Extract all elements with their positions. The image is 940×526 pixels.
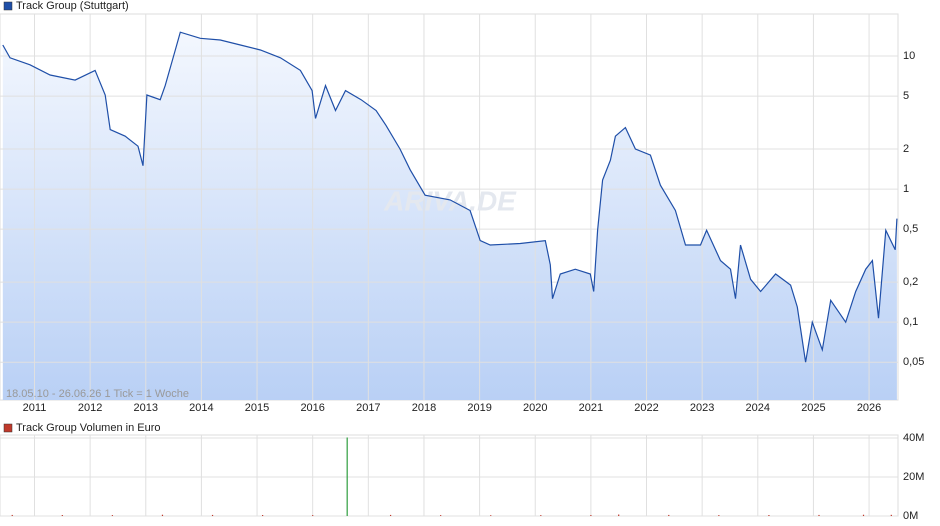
volume-bar xyxy=(768,515,770,516)
volume-bar xyxy=(11,514,13,516)
x-tick-label: 2022 xyxy=(634,402,658,414)
y-tick-label: 0,5 xyxy=(903,223,918,235)
volume-bar xyxy=(718,515,720,516)
legend-label: Track Group Volumen in Euro xyxy=(16,422,161,434)
plot-area xyxy=(0,434,899,517)
volume-bar xyxy=(818,514,820,516)
y-tick-label: 40M xyxy=(903,432,924,444)
y-tick-label: 0,05 xyxy=(903,356,924,368)
x-tick-label: 2021 xyxy=(579,402,603,414)
y-tick-label: 5 xyxy=(903,90,909,102)
y-tick-label: 2 xyxy=(903,143,909,155)
legend-swatch xyxy=(3,1,13,11)
y-tick-label: 1 xyxy=(903,183,909,195)
x-tick-label: 2012 xyxy=(78,402,102,414)
volume-bar xyxy=(312,515,314,516)
y-tick-label: 0M xyxy=(903,510,918,522)
x-tick-label: 2018 xyxy=(412,402,436,414)
price-line xyxy=(2,31,898,363)
y-tick-label: 0,1 xyxy=(903,316,918,328)
x-tick-label: 2024 xyxy=(746,402,770,414)
volume-bar xyxy=(262,515,264,516)
volume-bar xyxy=(61,515,63,516)
x-tick-label: 2020 xyxy=(523,402,547,414)
volume-bar xyxy=(111,515,113,516)
legend-label: Track Group (Stuttgart) xyxy=(16,0,129,12)
x-tick-label: 2019 xyxy=(467,402,491,414)
volume-bar xyxy=(540,515,542,516)
volume-bar xyxy=(618,514,620,516)
y-tick-label: 10 xyxy=(903,50,915,62)
volume-bar xyxy=(668,514,670,516)
volume-bar xyxy=(346,437,348,516)
volume-bar xyxy=(590,515,592,516)
x-tick-label: 2023 xyxy=(690,402,714,414)
volume-bar xyxy=(862,514,865,516)
y-tick-label: 0,2 xyxy=(903,276,918,288)
x-tick-label: 2014 xyxy=(189,402,213,414)
x-tick-label: 2011 xyxy=(23,402,47,414)
x-tick-label: 2025 xyxy=(801,402,825,414)
x-tick-label: 2015 xyxy=(245,402,269,414)
volume-bar xyxy=(490,515,492,516)
volume-bar xyxy=(211,514,214,516)
x-tick-label: 2026 xyxy=(857,402,881,414)
y-tick-label: 20M xyxy=(903,471,924,483)
legend-swatch xyxy=(3,423,13,433)
x-tick-label: 2013 xyxy=(134,402,158,414)
area-fill xyxy=(2,32,897,400)
watermark: ARIVA.DE xyxy=(383,185,517,216)
volume-bar xyxy=(161,514,164,516)
x-tick-label: 2017 xyxy=(356,402,380,414)
annotation: 18.05.10 - 26.06.26 1 Tick = 1 Woche xyxy=(6,388,189,400)
volume-bar xyxy=(389,514,392,516)
volume-bar xyxy=(890,514,892,516)
volume-bar xyxy=(440,515,442,516)
x-tick-label: 2016 xyxy=(300,402,324,414)
